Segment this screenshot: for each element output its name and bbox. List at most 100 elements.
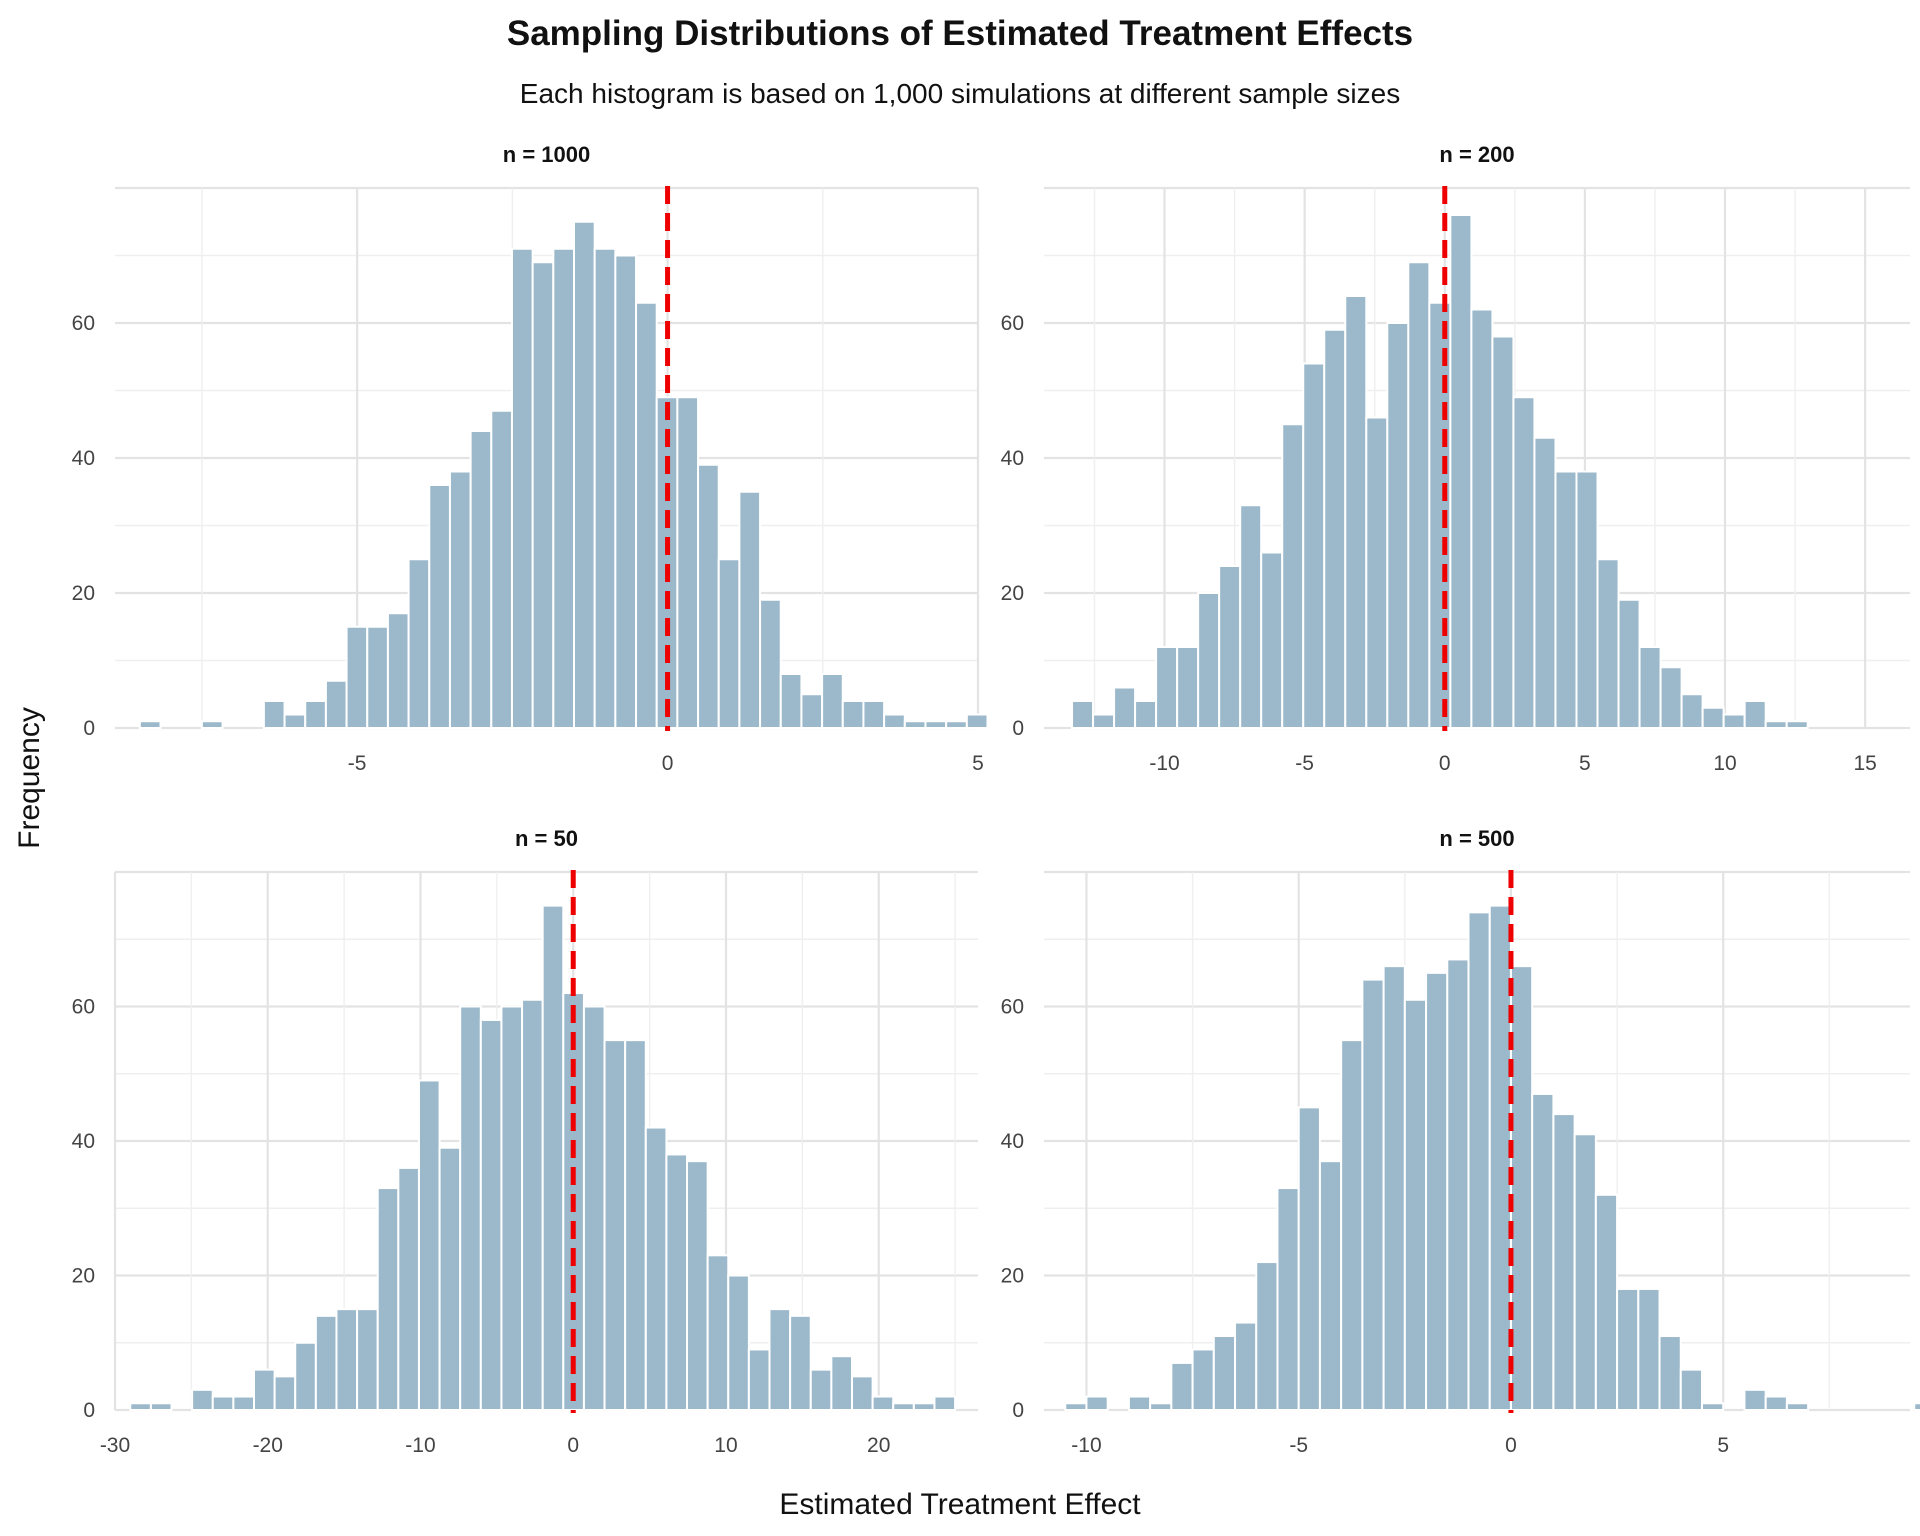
histogram-bar	[1382, 965, 1406, 1412]
histogram-bar	[428, 484, 451, 729]
panel-3: n = 500 0 20 40 60 -10 -5 0 5	[1001, 826, 1920, 1457]
histogram-bar	[1700, 1402, 1725, 1412]
histogram-bar	[1323, 328, 1347, 729]
histogram-bar	[283, 713, 307, 729]
histogram-bar	[1575, 470, 1599, 729]
histogram-bar	[573, 220, 596, 729]
x-tick-label: 5	[1717, 1434, 1729, 1457]
histogram-bar	[862, 700, 886, 729]
histogram-bar	[676, 396, 700, 729]
histogram-bar	[521, 998, 544, 1412]
histogram-bar	[1212, 1335, 1237, 1412]
x-tick-label: 0	[662, 752, 674, 775]
y-tick-label: 0	[83, 717, 95, 740]
histogram-bar	[1064, 1402, 1088, 1412]
histogram-bar	[448, 470, 472, 729]
histogram-bar	[603, 1039, 627, 1411]
histogram-bar	[1403, 998, 1428, 1412]
histogram-bar	[1596, 558, 1620, 729]
histogram-bar	[314, 1314, 338, 1411]
x-tick-label: 5	[972, 752, 984, 775]
histogram-bar	[211, 1395, 235, 1412]
histogram-bar	[1197, 592, 1221, 729]
histogram-bar	[1361, 978, 1385, 1411]
histogram-bar	[149, 1402, 173, 1412]
histogram-bar	[386, 612, 410, 729]
histogram-bar	[1386, 322, 1410, 729]
histogram-bar	[1234, 1321, 1258, 1411]
panel-1: n = 200 0 20 40 60 -10 -5 0 5 10 15	[1001, 142, 1910, 775]
y-tick-label: 40	[72, 1130, 95, 1153]
histogram-bar	[1318, 1160, 1343, 1412]
histogram-bar	[1176, 646, 1200, 729]
histogram-bar	[1425, 971, 1449, 1411]
histogram-bar	[738, 490, 762, 729]
histogram-bar	[531, 261, 555, 729]
histogram-bar	[1573, 1133, 1597, 1412]
histogram-bar	[273, 1375, 297, 1411]
x-tick-label: -10	[1149, 752, 1179, 775]
histogram-bar	[1260, 551, 1284, 729]
x-tick-label: -5	[1295, 752, 1314, 775]
x-axis-label: Estimated Treatment Effect	[779, 1488, 1141, 1521]
histogram-bar	[490, 409, 513, 729]
histogram-bar	[376, 1187, 400, 1411]
histogram-bar	[1407, 261, 1431, 729]
histogram-bar	[500, 1005, 524, 1411]
histogram-bar	[1470, 308, 1494, 729]
histogram-bar	[883, 713, 906, 729]
histogram-bar	[1149, 1402, 1173, 1412]
histogram-bar	[262, 700, 286, 729]
histogram-bar	[1340, 1039, 1364, 1411]
histogram-bar	[304, 700, 327, 729]
histogram-bar	[1658, 1335, 1682, 1412]
histogram-bar	[541, 904, 565, 1411]
x-tick-label: -5	[1289, 1434, 1308, 1457]
histogram-bar	[294, 1341, 317, 1411]
histogram-bar	[892, 1402, 915, 1412]
x-tick-label: 10	[714, 1434, 737, 1457]
histogram-bar	[821, 673, 844, 729]
histogram-bar	[1913, 1402, 1920, 1412]
histogram-bar	[1616, 1287, 1640, 1411]
histogram-bar	[1488, 904, 1512, 1411]
histogram-bar	[1764, 1395, 1788, 1412]
histogram-bar	[1302, 362, 1326, 729]
x-tick-label: 20	[867, 1434, 890, 1457]
histogram-bar	[1365, 416, 1389, 729]
histogram-bar	[1552, 1113, 1576, 1411]
histogram-bar	[779, 673, 803, 729]
histogram-bar	[1344, 295, 1368, 729]
y-tick-label: 20	[1001, 582, 1024, 605]
histogram-bar	[469, 430, 493, 729]
histogram-bar	[686, 1160, 709, 1412]
histogram-bar	[324, 679, 348, 729]
histogram-bar	[1449, 214, 1473, 729]
histogram-bar	[593, 247, 617, 729]
y-tick-label: 20	[72, 1265, 95, 1288]
y-tick-label: 40	[1001, 447, 1024, 470]
histogram-bar	[335, 1308, 359, 1411]
histogram-bar	[356, 1308, 379, 1411]
histogram-bar	[800, 693, 824, 729]
histogram-bar	[1255, 1261, 1279, 1412]
histogram-bar	[697, 463, 720, 729]
histogram-bar	[252, 1368, 276, 1412]
chart-title: Sampling Distributions of Estimated Trea…	[506, 14, 1414, 53]
histogram-bar	[903, 720, 927, 729]
histogram-bar	[1659, 666, 1683, 729]
chart-subtitle: Each histogram is based on 1,000 simulat…	[519, 78, 1401, 109]
histogram-bar	[933, 1395, 957, 1412]
histogram-bar	[830, 1355, 853, 1411]
histogram-bar	[1085, 1395, 1109, 1412]
x-tick-label: -10	[1071, 1434, 1101, 1457]
histogram-bar	[747, 1348, 771, 1411]
histogram-bar	[841, 700, 865, 729]
histogram-bar	[945, 720, 968, 729]
histogram-bar	[1297, 1106, 1321, 1411]
histogram-bar	[129, 1402, 152, 1412]
histogram-bar	[1743, 1388, 1767, 1411]
histogram-bar	[768, 1308, 792, 1411]
histogram-bar	[1127, 1395, 1152, 1412]
